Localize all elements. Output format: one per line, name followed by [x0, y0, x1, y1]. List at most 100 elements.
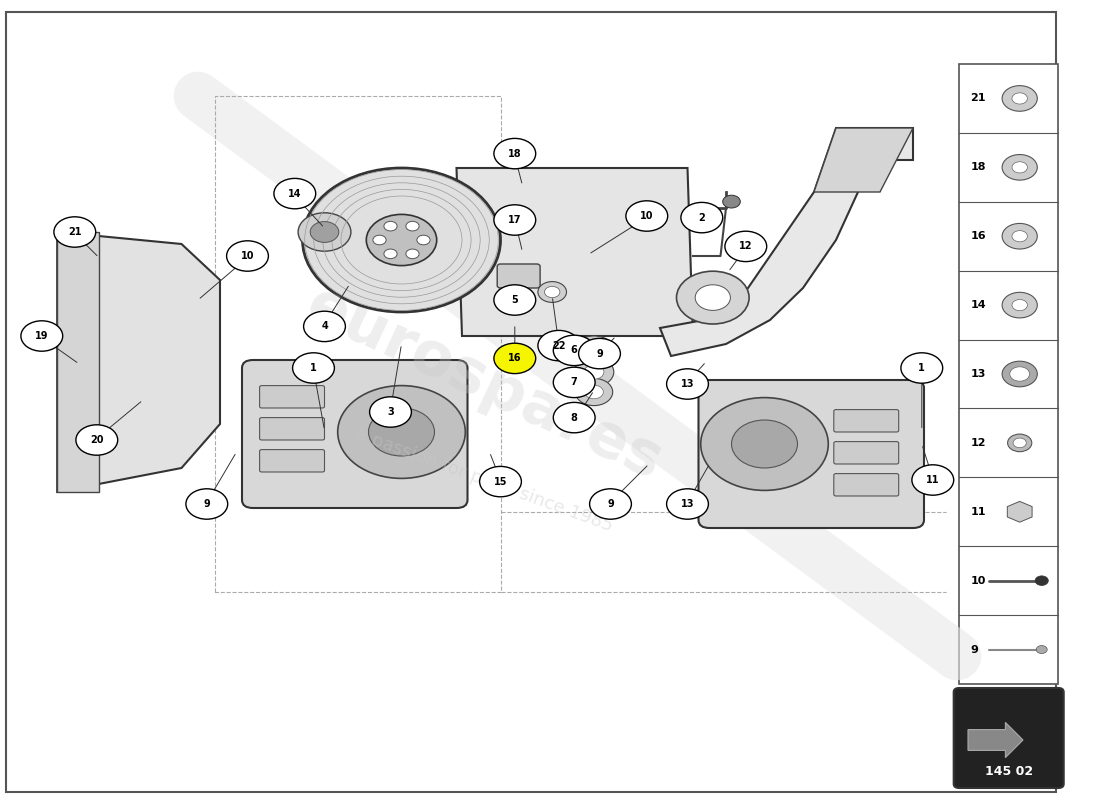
FancyBboxPatch shape	[698, 380, 924, 528]
Text: 17: 17	[508, 215, 521, 225]
Circle shape	[1002, 86, 1037, 111]
Circle shape	[1012, 230, 1027, 242]
Circle shape	[274, 178, 316, 209]
Ellipse shape	[406, 249, 419, 258]
FancyBboxPatch shape	[497, 264, 540, 288]
Text: 15: 15	[494, 477, 507, 486]
Ellipse shape	[384, 249, 397, 258]
Text: 21: 21	[970, 94, 986, 103]
Text: 6: 6	[571, 346, 578, 355]
Circle shape	[585, 385, 603, 399]
Circle shape	[553, 335, 595, 366]
FancyBboxPatch shape	[834, 474, 899, 496]
Text: 14: 14	[288, 189, 301, 198]
Text: 13: 13	[681, 379, 694, 389]
Circle shape	[901, 353, 943, 383]
Circle shape	[1013, 438, 1026, 448]
Ellipse shape	[384, 222, 397, 231]
Text: 9: 9	[596, 349, 603, 358]
Text: 16: 16	[970, 231, 986, 242]
Circle shape	[1012, 162, 1027, 173]
Circle shape	[701, 398, 828, 490]
Text: 11: 11	[970, 506, 986, 517]
Text: a passion for parts since 1985: a passion for parts since 1985	[353, 425, 615, 535]
Ellipse shape	[373, 235, 386, 245]
FancyBboxPatch shape	[260, 450, 324, 472]
Circle shape	[370, 397, 411, 427]
Text: 9: 9	[607, 499, 614, 509]
Circle shape	[1035, 576, 1048, 586]
Circle shape	[1010, 366, 1030, 381]
FancyBboxPatch shape	[954, 688, 1064, 788]
Ellipse shape	[417, 235, 430, 245]
Circle shape	[494, 205, 536, 235]
Text: 2: 2	[698, 213, 705, 222]
Circle shape	[575, 378, 613, 406]
Circle shape	[553, 367, 595, 398]
Circle shape	[494, 138, 536, 169]
Circle shape	[572, 336, 616, 368]
Text: 22: 22	[552, 341, 565, 350]
Text: 145 02: 145 02	[984, 765, 1033, 778]
Circle shape	[590, 489, 631, 519]
Polygon shape	[660, 128, 913, 356]
Circle shape	[54, 217, 96, 247]
Polygon shape	[1008, 502, 1032, 522]
Circle shape	[544, 286, 560, 298]
Circle shape	[76, 425, 118, 455]
Circle shape	[538, 330, 580, 361]
FancyBboxPatch shape	[260, 418, 324, 440]
Circle shape	[494, 343, 536, 374]
Circle shape	[725, 231, 767, 262]
Text: 10: 10	[970, 576, 986, 586]
Circle shape	[676, 271, 749, 324]
Text: 8: 8	[571, 413, 578, 422]
Circle shape	[1002, 362, 1037, 387]
Circle shape	[1012, 93, 1027, 104]
Text: 1: 1	[918, 363, 925, 373]
Circle shape	[732, 420, 798, 468]
Polygon shape	[57, 232, 99, 492]
Text: 20: 20	[90, 435, 103, 445]
Polygon shape	[968, 722, 1023, 758]
Circle shape	[667, 489, 708, 519]
Polygon shape	[57, 232, 220, 492]
Circle shape	[1008, 434, 1032, 452]
Circle shape	[480, 466, 521, 497]
Circle shape	[553, 402, 595, 433]
Circle shape	[1002, 223, 1037, 249]
Circle shape	[302, 168, 500, 312]
Text: 13: 13	[681, 499, 694, 509]
Text: 12: 12	[970, 438, 986, 448]
Circle shape	[227, 241, 268, 271]
Circle shape	[298, 213, 351, 251]
Circle shape	[310, 222, 339, 242]
Circle shape	[667, 369, 708, 399]
Circle shape	[368, 408, 434, 456]
Text: 13: 13	[970, 369, 986, 379]
FancyBboxPatch shape	[260, 386, 324, 408]
Text: 12: 12	[739, 242, 752, 251]
Circle shape	[304, 311, 345, 342]
Circle shape	[695, 285, 730, 310]
Text: 7: 7	[571, 378, 578, 387]
Polygon shape	[814, 128, 913, 192]
Circle shape	[584, 365, 604, 379]
Text: 3: 3	[387, 407, 394, 417]
Text: 10: 10	[241, 251, 254, 261]
Circle shape	[583, 344, 605, 360]
Circle shape	[574, 358, 614, 386]
FancyBboxPatch shape	[834, 410, 899, 432]
Circle shape	[1012, 299, 1027, 310]
Text: 18: 18	[508, 149, 521, 158]
Text: eurospares: eurospares	[296, 276, 672, 492]
Circle shape	[1002, 292, 1037, 318]
Text: 14: 14	[970, 300, 986, 310]
FancyBboxPatch shape	[242, 360, 468, 508]
Circle shape	[723, 195, 740, 208]
Circle shape	[21, 321, 63, 351]
Circle shape	[293, 353, 334, 383]
Circle shape	[338, 386, 465, 478]
Polygon shape	[456, 168, 693, 336]
Text: 18: 18	[970, 162, 986, 172]
